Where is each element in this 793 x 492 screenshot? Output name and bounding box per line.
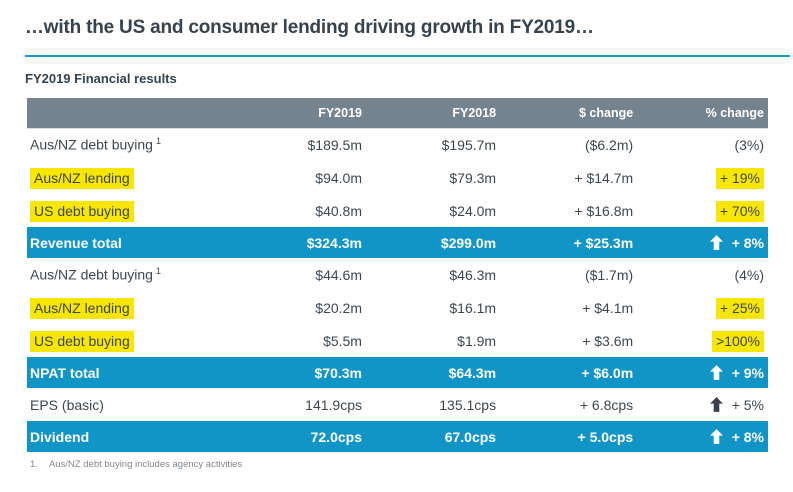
table-row-total: NPAT total $70.3m $64.3m + $6.0m + 9% [27, 357, 768, 388]
table-row: US debt buying $40.8m $24.0m + $16.8m + … [27, 194, 768, 227]
row-label: Dividend [27, 421, 272, 452]
cell-fy2019: $324.3m [271, 227, 366, 258]
cell-fy2018: $24.0m [449, 202, 497, 219]
row-label-text: Aus/NZ debt buying [30, 137, 153, 154]
table-row: Aus/NZ lending $94.0m $79.3m + $14.7m + … [27, 161, 768, 194]
table-header-row: FY2019 FY2018 $ change % change [27, 98, 768, 129]
row-label: Aus/NZ lending [27, 161, 272, 194]
title-underline-rule [25, 55, 790, 57]
column-header-fy2018: FY2018 [365, 98, 501, 129]
cell-fy2019: 141.9cps [305, 396, 362, 413]
cell-fy2018: $299.0m [365, 227, 501, 258]
yellow-highlight: US debt buying [30, 330, 134, 352]
cell-dollar-change: + $4.1m [582, 299, 634, 316]
footnote-marker: 1. [30, 459, 38, 470]
pct-change-text: + 9% [731, 364, 764, 381]
row-label: Aus/NZ lending [27, 291, 272, 324]
cell-dollar-change: ($6.2m) [584, 136, 634, 153]
cell-pct-change: + 5% [637, 388, 768, 421]
cell-pct-change: + 8% [637, 421, 768, 452]
pct-change-text: + 5% [731, 396, 764, 413]
pct-change-text: + 8% [731, 428, 764, 445]
cell-dollar-change: + $6.0m [500, 357, 638, 388]
column-header-blank [27, 98, 272, 129]
cell-fy2019: $189.5m [307, 136, 362, 153]
table-row-total: Revenue total $324.3m $299.0m + $25.3m +… [27, 227, 768, 258]
row-label: Aus/NZ debt buying 1 [27, 258, 272, 291]
cell-fy2018: $46.3m [449, 266, 497, 283]
yellow-highlight: Aus/NZ lending [30, 167, 134, 189]
cell-dollar-change: + $14.7m [574, 169, 634, 186]
cell-pct-change: + 8% [637, 227, 768, 258]
slide-title: …with the US and consumer lending drivin… [25, 17, 594, 38]
cell-fy2019: $94.0m [315, 169, 362, 186]
cell-fy2018: $16.1m [449, 299, 497, 316]
cell-fy2018: $64.3m [365, 357, 501, 388]
cell-fy2018: 135.1cps [439, 396, 497, 413]
table-row: Aus/NZ lending $20.2m $16.1m + $4.1m + 2… [27, 291, 768, 324]
column-header-fy2019: FY2019 [271, 98, 366, 129]
cell-pct-change: (3%) [734, 136, 764, 153]
up-arrow-icon [709, 396, 723, 413]
cell-dollar-change: ($1.7m) [584, 266, 634, 283]
footnote-ref: 1 [155, 136, 161, 147]
yellow-highlight: + 70% [715, 200, 764, 222]
row-label-text: Dividend [30, 428, 90, 445]
column-header-dollar-change: $ change [500, 98, 638, 129]
financial-results-table: FY2019 FY2018 $ change % change Aus/NZ d… [27, 98, 768, 452]
table-row-total: Dividend 72.0cps 67.0cps + 5.0cps + 8% [27, 421, 768, 452]
cell-pct-change: (4%) [734, 266, 764, 283]
cell-fy2019: $44.6m [315, 266, 362, 283]
cell-dollar-change: + $3.6m [582, 332, 634, 349]
up-arrow-icon [709, 234, 723, 251]
yellow-highlight: + 25% [715, 297, 764, 319]
cell-pct-change: + 9% [637, 357, 768, 388]
column-header-pct-change: % change [637, 98, 768, 129]
cell-fy2018: $79.3m [449, 169, 497, 186]
table-caption: FY2019 Financial results [25, 71, 177, 86]
row-label: US debt buying [27, 194, 272, 227]
up-arrow-icon [709, 428, 723, 445]
table-row: Aus/NZ debt buying 1 $189.5m $195.7m ($6.… [27, 128, 768, 161]
table-row: US debt buying $5.5m $1.9m + $3.6m >100% [27, 324, 768, 357]
yellow-highlight: Aus/NZ lending [30, 297, 134, 319]
yellow-highlight: >100% [712, 330, 764, 352]
cell-dollar-change: + 6.8cps [579, 396, 634, 413]
cell-fy2018: $195.7m [441, 136, 497, 153]
row-label-text: NPAT total [30, 364, 100, 381]
cell-fy2018: $1.9m [457, 332, 497, 349]
row-label: NPAT total [27, 357, 272, 388]
cell-dollar-change: + $25.3m [500, 227, 638, 258]
cell-pct-change: >100% [637, 324, 768, 357]
row-label: US debt buying [27, 324, 272, 357]
cell-pct-change: + 70% [637, 194, 768, 227]
row-label-text: Revenue total [30, 234, 122, 251]
pct-change-text: + 8% [731, 234, 764, 251]
yellow-highlight: + 19% [715, 167, 764, 189]
row-label: Revenue total [27, 227, 272, 258]
cell-pct-change: + 25% [637, 291, 768, 324]
cell-fy2019: $70.3m [271, 357, 366, 388]
cell-fy2018: 67.0cps [365, 421, 501, 452]
row-label: Aus/NZ debt buying 1 [27, 128, 272, 161]
up-arrow-icon [709, 364, 723, 381]
cell-pct-change: + 19% [637, 161, 768, 194]
cell-fy2019: 72.0cps [271, 421, 366, 452]
yellow-highlight: US debt buying [30, 200, 134, 222]
table-row: Aus/NZ debt buying 1 $44.6m $46.3m ($1.7m… [27, 258, 768, 291]
table-row: EPS (basic) 141.9cps 135.1cps + 6.8cps +… [27, 388, 768, 421]
row-label-text: EPS (basic) [30, 396, 104, 413]
footnote-text: Aus/NZ debt buying includes agency activ… [48, 459, 243, 470]
row-label: EPS (basic) [27, 388, 272, 421]
footnote-ref: 1 [155, 266, 161, 277]
footnote: 1. Aus/NZ debt buying includes agency act… [30, 459, 242, 470]
cell-dollar-change: + $16.8m [574, 202, 634, 219]
cell-fy2019: $20.2m [315, 299, 362, 316]
cell-dollar-change: + 5.0cps [500, 421, 638, 452]
cell-fy2019: $5.5m [323, 332, 362, 349]
cell-fy2019: $40.8m [315, 202, 362, 219]
row-label-text: Aus/NZ debt buying [30, 266, 153, 283]
